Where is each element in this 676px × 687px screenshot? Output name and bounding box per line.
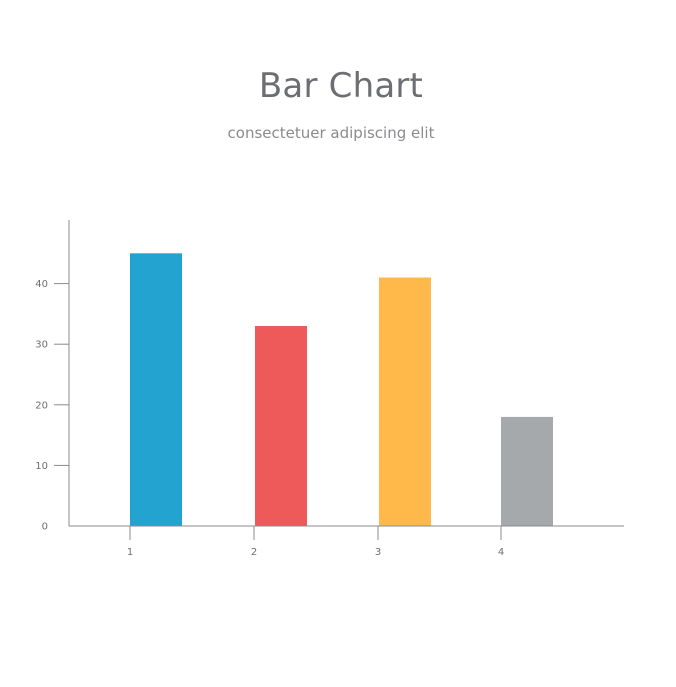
x-ticks: 1 2 3 4 bbox=[127, 526, 504, 558]
bar-4 bbox=[501, 416, 553, 526]
x-tick-label: 3 bbox=[375, 547, 381, 558]
y-tick-label: 20 bbox=[35, 400, 48, 411]
x-tick-label: 1 bbox=[127, 547, 133, 558]
y-ticks: 0 10 20 30 40 bbox=[35, 279, 69, 533]
bar-2 bbox=[255, 326, 307, 526]
bars-layer bbox=[130, 253, 553, 527]
y-tick-label: 30 bbox=[35, 340, 48, 351]
x-tick-label: 2 bbox=[251, 547, 257, 558]
bar-3 bbox=[379, 277, 431, 526]
bar-1 bbox=[130, 253, 182, 527]
y-tick-label: 0 bbox=[42, 522, 48, 533]
x-tick-label: 4 bbox=[498, 547, 504, 558]
chart-subtitle: consectetuer adipiscing elit bbox=[227, 124, 435, 142]
y-tick-label: 40 bbox=[35, 279, 48, 290]
y-tick-label: 10 bbox=[35, 461, 48, 472]
chart-title: Bar Chart bbox=[258, 66, 424, 106]
